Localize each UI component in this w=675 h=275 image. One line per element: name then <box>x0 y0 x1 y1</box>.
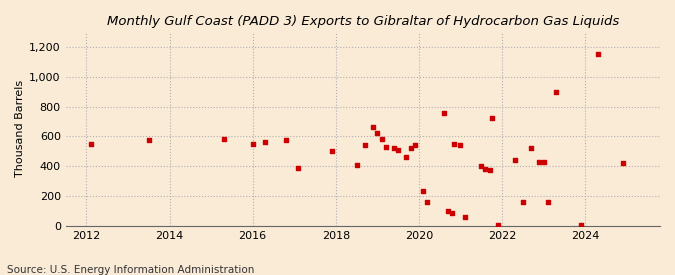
Point <box>218 137 229 142</box>
Point <box>418 189 429 193</box>
Point <box>393 148 404 152</box>
Point <box>360 143 371 147</box>
Point <box>326 148 337 153</box>
Point <box>493 223 504 227</box>
Point <box>293 166 304 171</box>
Text: Source: U.S. Energy Information Administration: Source: U.S. Energy Information Administ… <box>7 265 254 275</box>
Point <box>476 164 487 168</box>
Point <box>543 200 554 204</box>
Point <box>455 143 466 147</box>
Point <box>422 200 433 204</box>
Point <box>518 200 529 204</box>
Point <box>534 160 545 164</box>
Point <box>260 140 271 145</box>
Point <box>247 142 258 146</box>
Point <box>376 137 387 142</box>
Point <box>85 142 96 146</box>
Point <box>576 223 587 227</box>
Point <box>484 168 495 172</box>
Point <box>592 51 603 56</box>
Y-axis label: Thousand Barrels: Thousand Barrels <box>15 80 25 177</box>
Title: Monthly Gulf Coast (PADD 3) Exports to Gibraltar of Hydrocarbon Gas Liquids: Monthly Gulf Coast (PADD 3) Exports to G… <box>107 15 619 28</box>
Point <box>380 145 391 149</box>
Point <box>439 111 450 116</box>
Point <box>509 158 520 163</box>
Point <box>281 138 292 142</box>
Point <box>538 160 549 165</box>
Point <box>459 215 470 219</box>
Point <box>405 146 416 150</box>
Point <box>480 167 491 171</box>
Point <box>409 143 420 147</box>
Point <box>617 161 628 166</box>
Point <box>143 138 154 142</box>
Point <box>368 125 379 130</box>
Point <box>447 211 458 215</box>
Point <box>389 145 400 150</box>
Point <box>372 130 383 135</box>
Point <box>551 90 562 95</box>
Point <box>443 209 454 213</box>
Point <box>351 163 362 168</box>
Point <box>486 116 497 120</box>
Point <box>449 142 460 146</box>
Point <box>526 145 537 150</box>
Point <box>401 155 412 160</box>
